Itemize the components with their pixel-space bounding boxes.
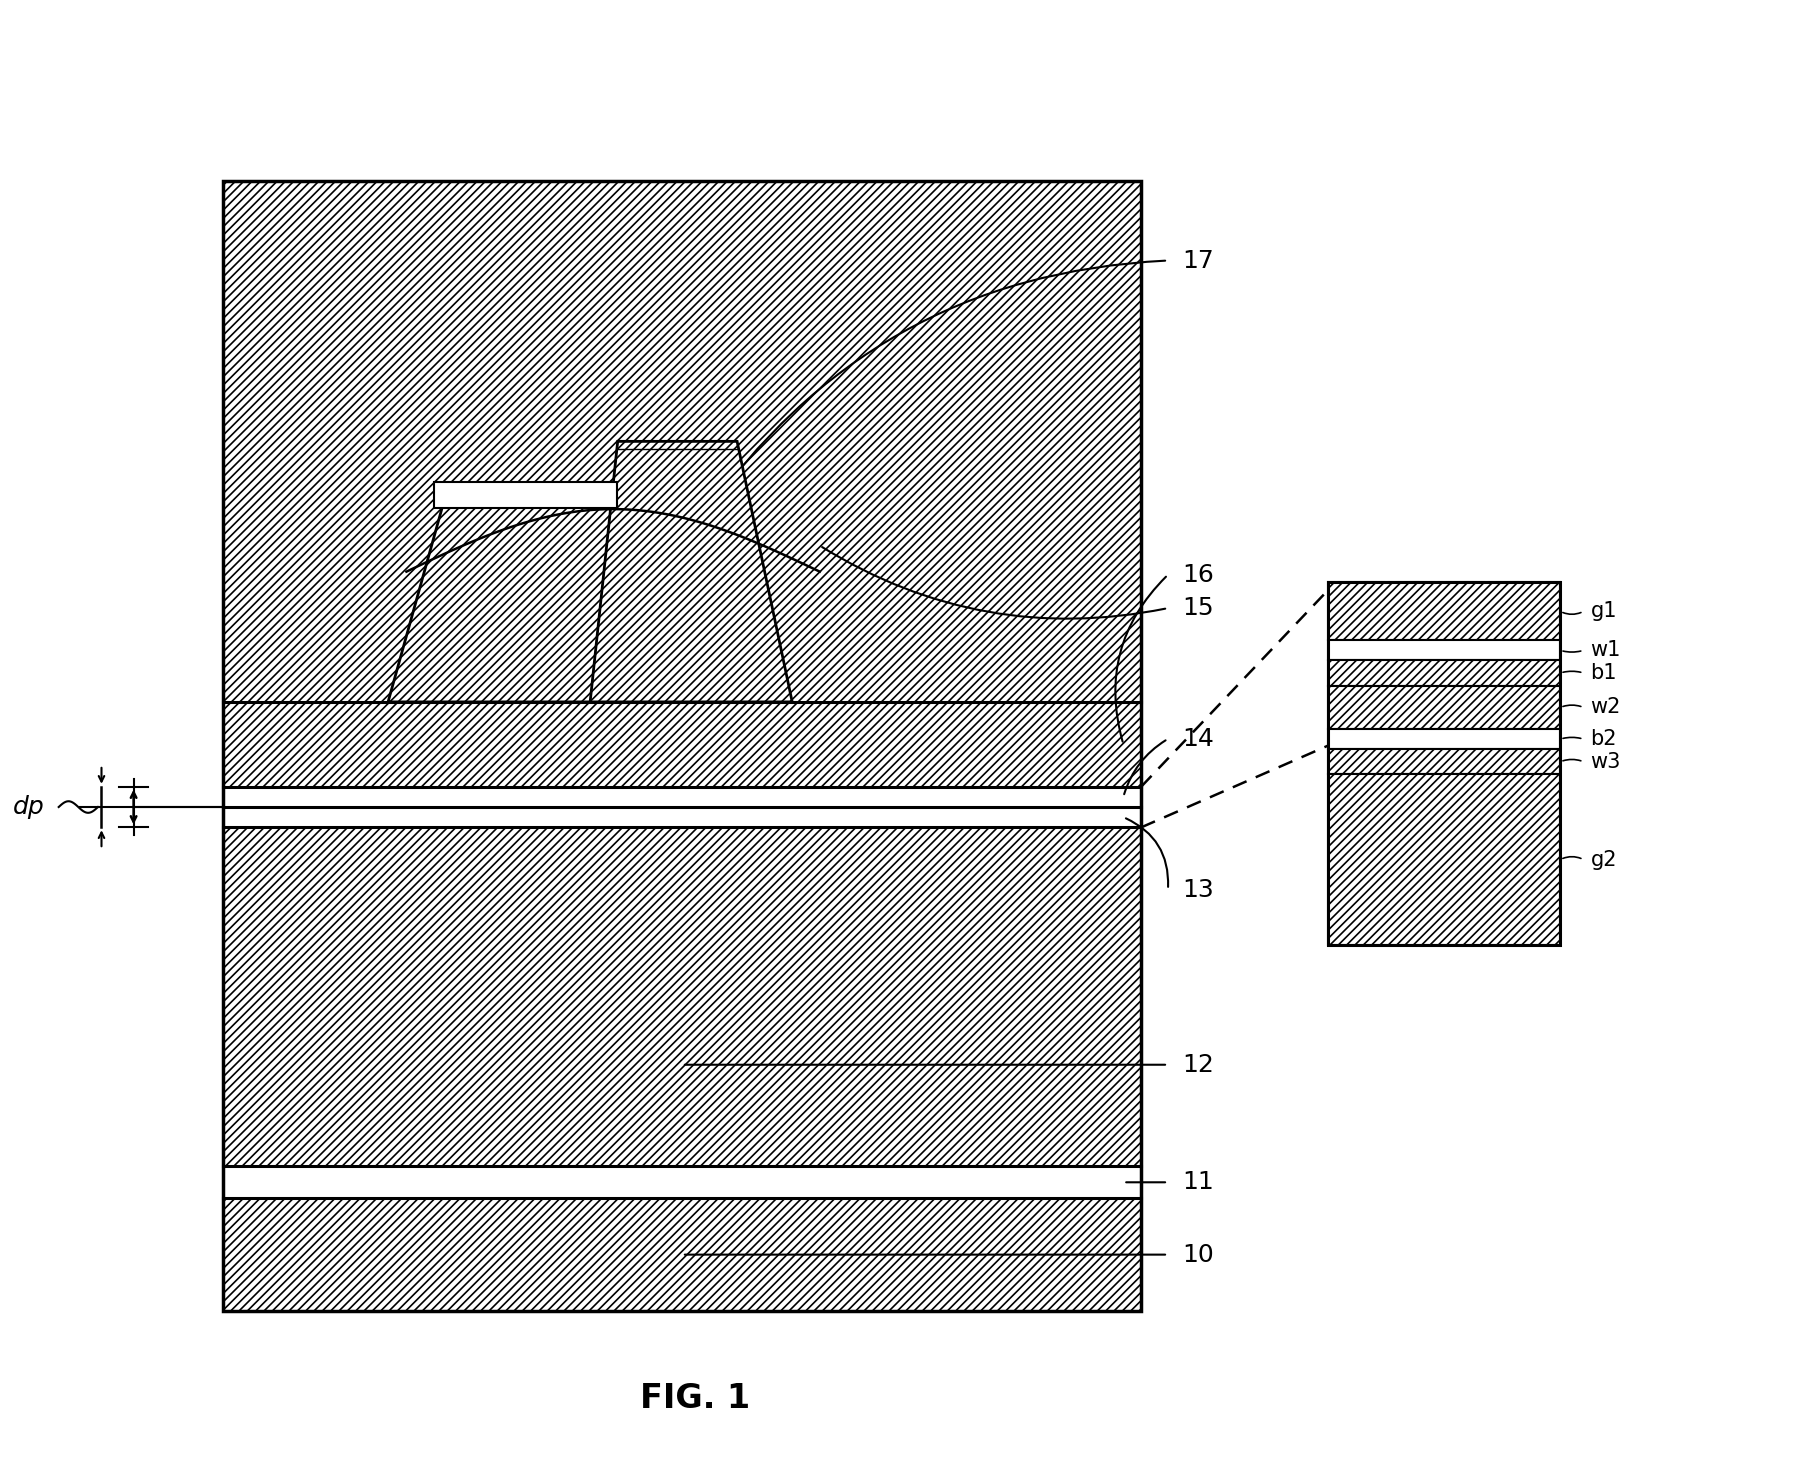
Polygon shape [389,503,663,702]
Bar [1328,686,1559,729]
Text: b2: b2 [1590,729,1615,749]
Text: dp: dp [13,794,45,819]
Bar [1328,660,1559,686]
Bar [222,181,1140,1311]
Bar [222,702,1140,787]
Text: w2: w2 [1590,698,1621,717]
Text: 11: 11 [1182,1170,1212,1194]
Text: w1: w1 [1590,641,1621,660]
Text: 14: 14 [1182,727,1214,751]
Bar [222,1166,1140,1198]
Text: g2: g2 [1590,850,1615,869]
Text: g1: g1 [1590,601,1615,622]
Text: 17: 17 [1182,249,1212,272]
Bar [222,181,1140,702]
Bar [1328,641,1559,660]
Bar [1328,749,1559,774]
Bar [222,1198,1140,1311]
Bar [1328,582,1559,945]
Bar [222,787,1140,808]
Bar [222,808,1140,828]
Text: 15: 15 [1182,595,1212,620]
Text: FIG. 1: FIG. 1 [640,1381,750,1415]
Text: 10: 10 [1182,1242,1212,1267]
Polygon shape [589,442,791,702]
Bar [222,828,1140,1166]
Bar [434,483,616,508]
Text: b1: b1 [1590,663,1615,683]
Bar [1328,582,1559,641]
Text: 12: 12 [1182,1053,1214,1077]
Text: 16: 16 [1182,563,1214,587]
Text: 13: 13 [1182,878,1212,901]
Bar [1328,774,1559,945]
Bar [1328,729,1559,749]
Text: w3: w3 [1590,752,1621,772]
